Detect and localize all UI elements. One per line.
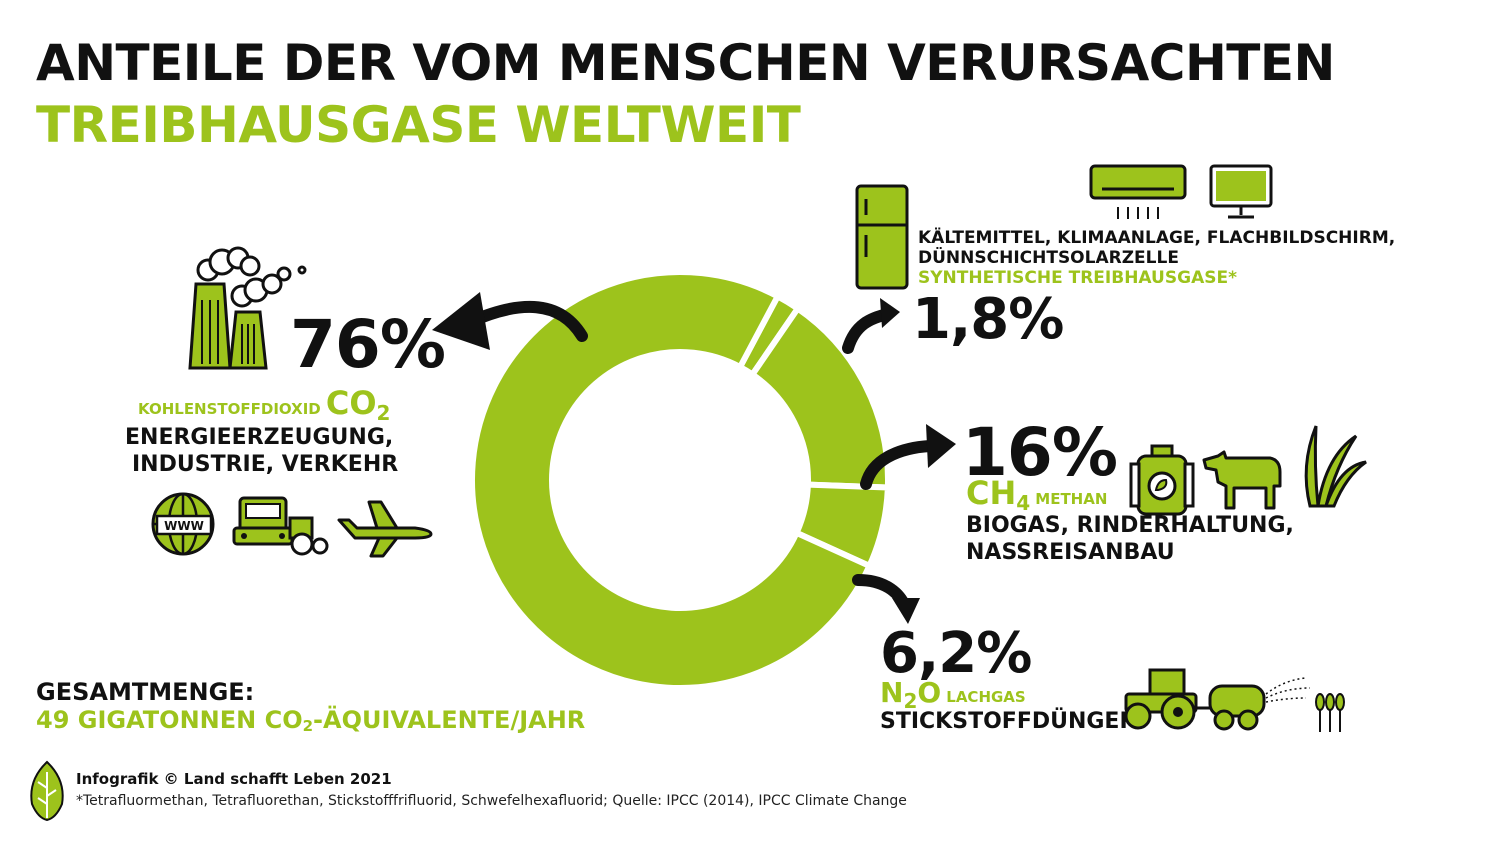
arrowhead-synthetic [880,298,900,328]
factory-icon [188,246,307,370]
airplane-icon [337,500,433,558]
synthetic-sources-2: DÜNNSCHICHTSOLARZELLE [918,248,1179,268]
svg-text:WWW: WWW [164,519,204,533]
ch4-label-row: CH4 METHAN [966,474,1107,515]
n2o-formula: N2O [880,676,942,713]
globe-www-icon: WWW [151,492,215,556]
co2-formula: CO2 [325,384,391,425]
fridge-icon [855,184,909,290]
air-conditioner-icon [1089,164,1187,219]
ch4-percent: 16% [962,414,1118,491]
co2-label-row: KOHLENSTOFFDIOXID CO2 [138,384,390,425]
wheat-icon [1315,693,1345,732]
n2o-percent: 6,2% [880,621,1032,686]
arrowhead-ch4 [926,424,956,468]
arrow-co2 [464,300,588,342]
n2o-name: LACHGAS [946,688,1026,706]
synthetic-sources-1: KÄLTEMITTEL, KLIMAANLAGE, FLACHBILDSCHIR… [918,228,1396,248]
ch4-sources-2: NASSREISANBAU [966,540,1175,565]
page-title: ANTEILE DER VOM MENSCHEN VERURSACHTEN [36,34,1335,92]
biogas-tank-icon [1129,444,1195,516]
cow-icon [1202,450,1282,510]
rice-plant-icon [1304,425,1367,508]
footer-note: *Tetrafluormethan, Tetrafluorethan, Stic… [76,793,907,809]
synthetic-name: SYNTHETISCHE TREIBHAUSGASE* [918,268,1237,288]
ch4-name: METHAN [1035,490,1108,508]
total-value: 49 GIGATONNEN CO2-ÄQUIVALENTE/JAHR [36,706,586,735]
synthetic-percent: 1,8% [912,287,1064,352]
co2-sources-1: ENERGIEERZEUGUNG, [125,425,394,450]
bus-tractor-icon [232,496,329,556]
co2-percent: 76% [290,306,446,383]
co2-name: KOHLENSTOFFDIOXID [138,400,321,418]
ch4-sources-1: BIOGAS, RINDERHALTUNG, [966,513,1294,538]
donut-chart [470,270,890,690]
footer-credit: Infografik © Land schafft Leben 2021 [76,770,392,788]
donut-slice-co2 [470,270,874,690]
n2o-label-row: N2O LACHGAS [880,676,1026,713]
tractor-sprayer-icon [1124,668,1311,731]
ch4-formula: CH4 [966,474,1031,515]
arrowhead-n2o [892,598,920,624]
total-label: GESAMTMENGE: [36,678,255,706]
arrowhead-co2 [432,292,490,350]
arrow-ch4 [860,440,936,490]
co2-sources-2: INDUSTRIE, VERKEHR [132,452,399,477]
page-subtitle: TREIBHAUSGASE WELTWEIT [36,96,801,154]
n2o-sources: STICKSTOFFDÜNGER [880,709,1137,734]
monitor-icon [1209,164,1273,219]
leaf-logo-icon [30,760,64,822]
